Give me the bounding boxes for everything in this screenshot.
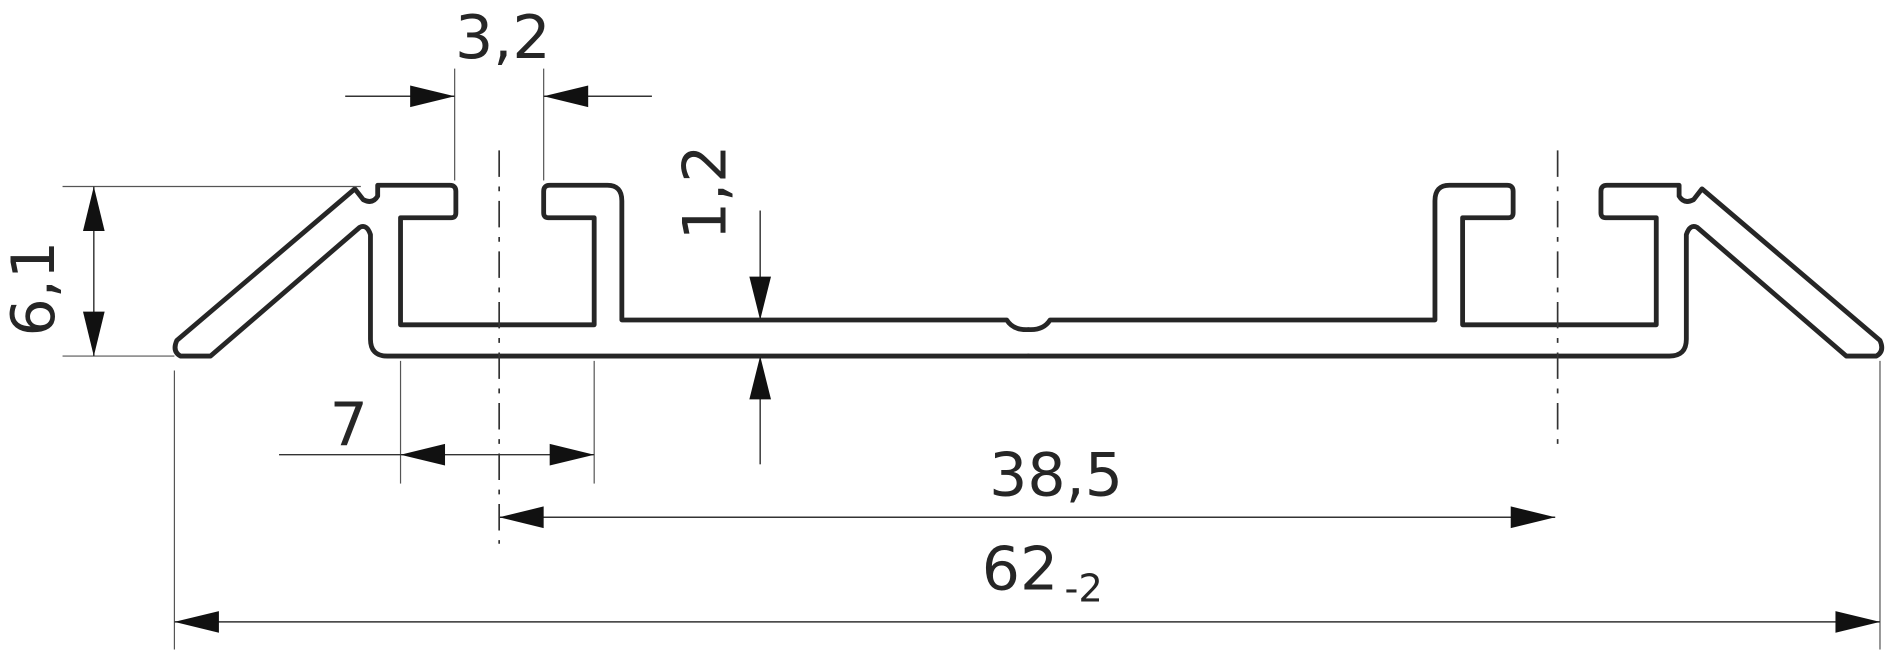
dimension-slot-opening: 3,2 bbox=[345, 3, 652, 181]
slot-width-label: 7 bbox=[330, 390, 368, 460]
height-label: 6,1 bbox=[0, 241, 69, 337]
slot-opening-label: 3,2 bbox=[455, 3, 551, 73]
wall-thickness-label: 1,2 bbox=[670, 145, 740, 241]
overall-width-tolerance: -2 bbox=[1064, 566, 1102, 611]
slot-center-distance-label: 38,5 bbox=[989, 441, 1123, 511]
dimension-height: 6,1 bbox=[0, 185, 361, 357]
dimension-slot-center-distance: 38,5 bbox=[499, 441, 1556, 529]
dimension-wall-thickness: 1,2 bbox=[670, 145, 771, 465]
profile-outline bbox=[172, 185, 1882, 356]
dimension-overall-width: 62 -2 bbox=[173, 360, 1881, 650]
overall-width-label: 62 bbox=[982, 534, 1059, 604]
dimension-slot-width: 7 bbox=[279, 360, 595, 484]
